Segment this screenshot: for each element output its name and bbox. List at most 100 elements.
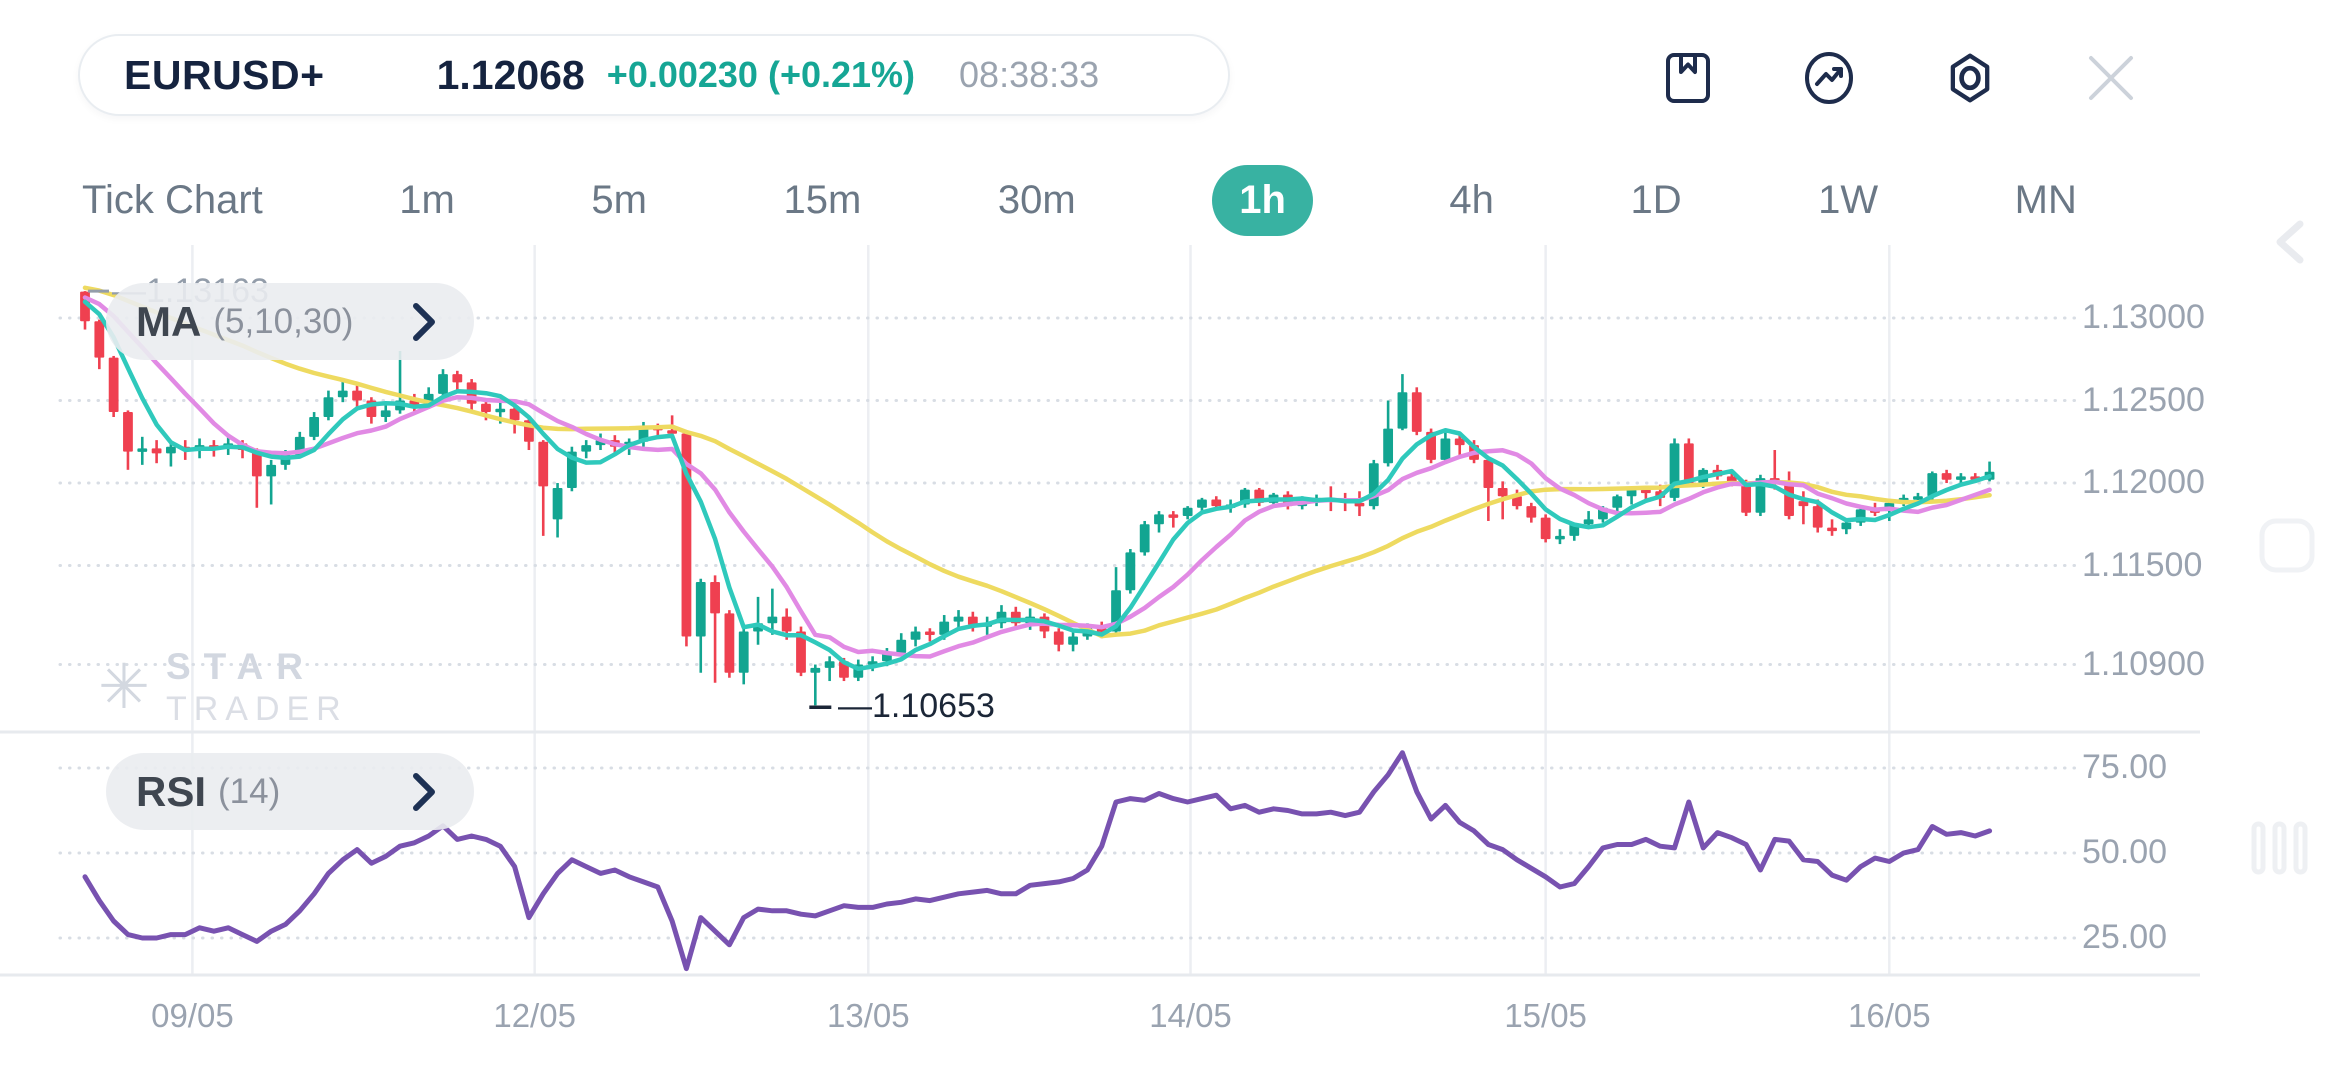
candle-body xyxy=(1411,392,1422,432)
candle-body xyxy=(1784,483,1794,517)
ma-label: MA xyxy=(136,297,202,345)
candle-body xyxy=(509,408,520,421)
rsi-axis-label: 25.00 xyxy=(2082,918,2168,956)
candle-body xyxy=(123,412,133,452)
candle-body xyxy=(438,374,448,394)
indicator-icon[interactable] xyxy=(1801,50,1857,106)
candle-body xyxy=(967,616,978,625)
drag-handle-icon[interactable] xyxy=(2251,821,2308,875)
price-axis-label: 1.12500 xyxy=(2082,380,2205,419)
candle-body xyxy=(724,613,735,673)
date-axis-label: 09/05 xyxy=(151,997,234,1034)
side-panel-handles xyxy=(2251,220,2315,875)
candle-body xyxy=(1368,463,1379,507)
candle-body xyxy=(352,390,362,401)
candle-body xyxy=(1812,506,1823,528)
rsi-indicator-pill[interactable]: RSI (14) xyxy=(106,753,474,830)
chevron-left-icon[interactable] xyxy=(2276,220,2304,264)
candle-body xyxy=(108,357,119,413)
candle-body xyxy=(137,448,148,452)
candle-body xyxy=(824,661,835,668)
candle-body xyxy=(738,631,749,673)
symbol-name: EURUSD+ xyxy=(124,51,325,98)
candle-body xyxy=(695,582,706,637)
date-axis-label: 16/05 xyxy=(1848,997,1931,1034)
ma-params: (5,10,30) xyxy=(213,301,354,341)
candle-body xyxy=(796,631,806,673)
settings-icon[interactable] xyxy=(1942,50,1998,106)
candle-body xyxy=(1798,501,1809,507)
candle-body xyxy=(1139,524,1150,553)
symbol-header[interactable]: EURUSD+ 1.12068 +0.00230 (+0.21%) 08:38:… xyxy=(78,34,1230,116)
candle-body xyxy=(1913,496,1923,500)
tab-5m[interactable]: 5m xyxy=(591,177,647,222)
tab-tick-chart[interactable]: Tick Chart xyxy=(82,177,263,222)
candle-body xyxy=(924,631,935,636)
candle-body xyxy=(1956,476,1966,480)
candle-body xyxy=(581,445,592,452)
candle-body xyxy=(1483,459,1494,488)
tab-1d[interactable]: 1D xyxy=(1630,177,1682,222)
candle-body xyxy=(1640,489,1651,494)
tab-1w[interactable]: 1W xyxy=(1818,177,1879,222)
price-axis-label: 1.11500 xyxy=(2082,545,2203,584)
tab-30m[interactable]: 30m xyxy=(997,177,1076,222)
bookmark-icon[interactable] xyxy=(1660,50,1716,106)
tab-mn[interactable]: MN xyxy=(2014,177,2077,222)
candle-body xyxy=(1125,552,1136,591)
tab-15m[interactable]: 15m xyxy=(783,177,862,222)
candle-body xyxy=(1512,496,1522,507)
candle-body xyxy=(1526,506,1537,518)
rsi-params: (14) xyxy=(218,771,281,811)
candle-body xyxy=(94,321,105,358)
server-time: 08:38:33 xyxy=(959,54,1100,95)
ma-indicator-pill[interactable]: MA (5,10,30) xyxy=(106,283,474,360)
candle-body xyxy=(810,667,821,673)
candle-body xyxy=(1497,487,1508,497)
candle-body xyxy=(1397,392,1408,429)
candle-body xyxy=(1211,499,1222,507)
candle-body xyxy=(1927,473,1938,497)
rsi-axis-label: 50.00 xyxy=(2082,833,2168,871)
chevron-right-icon[interactable] xyxy=(408,770,438,814)
candle-body xyxy=(939,621,950,635)
rsi-line xyxy=(82,750,1993,972)
candle-body xyxy=(1454,438,1465,446)
candle-body xyxy=(1383,428,1394,464)
candle-body xyxy=(1612,496,1623,508)
low-price-annotation: —1.10653 xyxy=(838,687,995,725)
price-axis-label: 1.10900 xyxy=(2082,644,2205,683)
candle-body xyxy=(1197,499,1207,508)
watermark-line1: STAR xyxy=(165,646,316,687)
star-trader-logo-icon: ✳ xyxy=(98,652,150,722)
candle-body xyxy=(337,390,348,398)
candle-body xyxy=(910,631,921,640)
date-axis-label: 12/05 xyxy=(493,997,576,1034)
candle-body xyxy=(781,616,792,632)
candle-body xyxy=(495,408,506,413)
candle-body xyxy=(151,448,162,454)
candle-body xyxy=(452,374,463,383)
broker-watermark: ✳ STAR TRADER xyxy=(98,646,348,729)
candle-body xyxy=(1626,489,1637,497)
candle-body xyxy=(1827,527,1837,532)
candle-body xyxy=(1053,631,1064,645)
chevron-right-icon[interactable] xyxy=(408,300,438,344)
candle-body xyxy=(1182,507,1193,517)
tab-1h[interactable]: 1h xyxy=(1212,164,1313,236)
candle-body xyxy=(380,410,391,418)
close-icon[interactable] xyxy=(2083,50,2139,106)
date-axis-label: 13/05 xyxy=(827,997,910,1034)
candle-body xyxy=(1583,519,1594,525)
watermark-line2: TRADER xyxy=(165,690,348,728)
tab-4h[interactable]: 4h xyxy=(1449,177,1494,222)
tab-1m[interactable]: 1m xyxy=(399,177,455,222)
candle-body xyxy=(1841,522,1852,530)
price-axis-label: 1.13000 xyxy=(2082,298,2205,336)
candle-body xyxy=(1941,473,1952,480)
candle-body xyxy=(896,639,907,653)
candle-body xyxy=(538,441,549,487)
panel-toggle-icon[interactable] xyxy=(2259,518,2315,573)
